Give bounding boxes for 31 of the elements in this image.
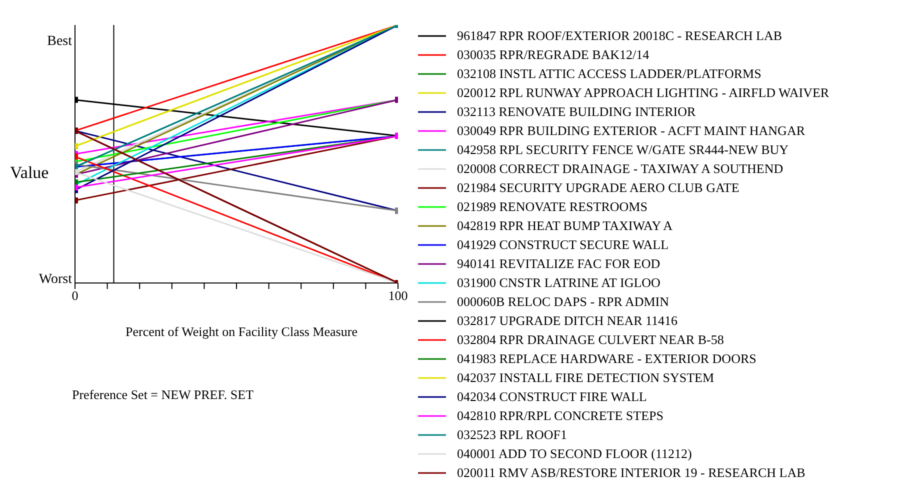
legend-label: 940141 REVITALIZE FAC FOR EOD bbox=[457, 256, 660, 272]
text: Preference Set = NEW PREF. SET bbox=[72, 387, 254, 403]
legend-label: 000060B RELOC DAPS - RPR ADMIN bbox=[457, 294, 670, 310]
legend-label: 032113 RENOVATE BUILDING INTERIOR bbox=[457, 104, 696, 120]
legend-label: 042034 CONSTRUCT FIRE WALL bbox=[457, 389, 647, 406]
legend-label: 020008 CORRECT DRAINAGE - TAXIWAY A SOUTHEND bbox=[457, 160, 784, 177]
legend-label: 042958 RPL SECURITY FENCE W/GATE SR444-NEW BUY bbox=[457, 142, 789, 158]
x-axis-title: Percent of Weight on Facility Class Measure bbox=[124, 324, 358, 340]
legend-label: 032817 UPGRADE DITCH NEAR 11416 bbox=[457, 312, 678, 329]
legend-label: 040001 ADD TO SECOND FLOOR (11212) bbox=[457, 446, 692, 462]
legend-label: 032804 RPR DRAINAGE CULVERT NEAR B-58 bbox=[457, 332, 724, 348]
legend-label: 032523 RPL ROOF1 bbox=[457, 427, 568, 444]
legend-label: 961847 RPR ROOF/EXTERIOR 20018C - RESEARCH LAB bbox=[457, 28, 782, 44]
legend-label: 021984 SECURITY UPGRADE AERO CLUB GATE bbox=[457, 180, 740, 196]
legend-label: 032108 INSTL ATTIC ACCESS LADDER/PLATFORMS bbox=[457, 66, 762, 82]
legend-label: 041929 CONSTRUCT SECURE WALL bbox=[457, 236, 669, 253]
legend-label: 030035 RPR/REGRADE BAK12/14 bbox=[457, 46, 650, 63]
legend-label: 030049 RPR BUILDING EXTERIOR - ACFT MAINT HANGAR bbox=[457, 122, 806, 139]
legend-label: 042810 RPR/RPL CONCRETE STEPS bbox=[457, 408, 664, 424]
x-tick-label: 0 bbox=[72, 288, 78, 304]
y-axis-title: Value bbox=[10, 163, 49, 183]
legend-label: 041983 REPLACE HARDWARE - EXTERIOR DOORS bbox=[457, 351, 756, 368]
legend-label: 021989 RENOVATE RESTROOMS bbox=[457, 198, 648, 215]
legend-label: 042819 RPR HEAT BUMP TAXIWAY A bbox=[457, 218, 673, 234]
legend-label: 031900 CNSTR LATRINE AT IGLOO bbox=[457, 274, 660, 291]
legend-label: 020011 RMV ASB/RESTORE INTERIOR 19 - RESEARCH LAB bbox=[457, 465, 806, 482]
text: Best bbox=[47, 34, 72, 50]
legend-label: 020012 RPL RUNWAY APPROACH LIGHTING - AIRFLD WAIVER bbox=[457, 84, 830, 101]
legend-label: 042037 INSTALL FIRE DETECTION SYSTEM bbox=[457, 370, 714, 386]
text: Worst bbox=[38, 272, 72, 288]
x-tick-label: 100 bbox=[388, 288, 408, 304]
